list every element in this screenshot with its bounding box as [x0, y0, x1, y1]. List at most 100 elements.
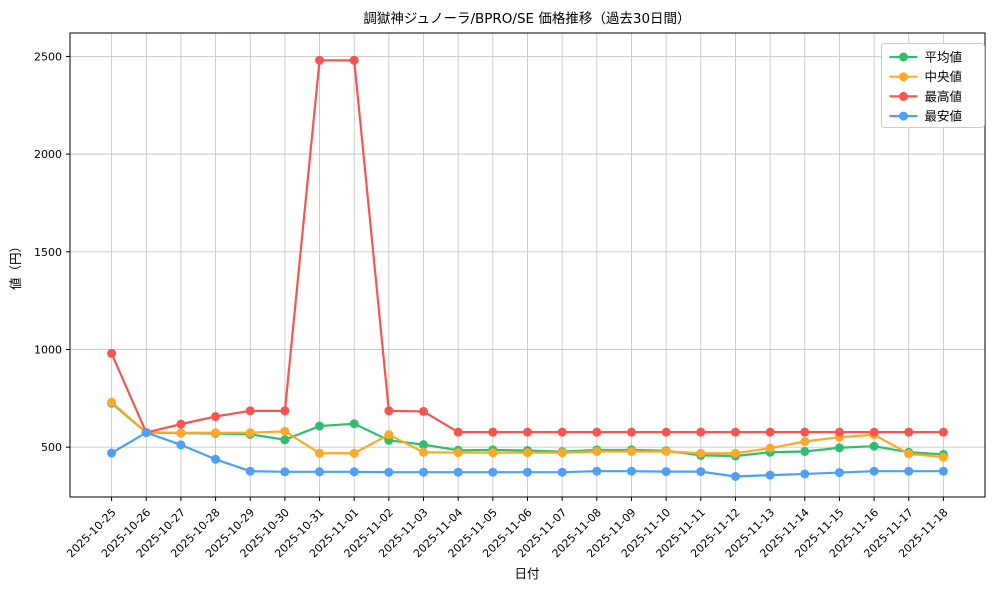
chart-title: 調獄神ジュノーラ/BPRO/SE 価格推移（過去30日間） — [363, 11, 690, 27]
data-point-中央値 — [626, 446, 636, 456]
data-point-最高値 — [419, 406, 429, 416]
data-point-最高値 — [280, 406, 290, 416]
data-point-中央値 — [765, 443, 775, 453]
data-point-最安値 — [349, 467, 359, 477]
data-point-最安値 — [557, 467, 567, 477]
data-point-平均値 — [419, 440, 429, 450]
legend-box — [881, 43, 985, 128]
y-tick-label: 2000 — [34, 148, 62, 161]
data-point-中央値 — [557, 448, 567, 458]
legend-marker — [899, 111, 908, 121]
data-point-最高値 — [869, 427, 879, 437]
data-point-最安値 — [176, 440, 186, 450]
data-point-中央値 — [315, 448, 325, 458]
data-point-最安値 — [869, 466, 879, 476]
y-tick-label: 2500 — [34, 50, 62, 63]
data-point-最高値 — [488, 427, 498, 437]
y-tick-labels: 500 1000 1500 2000 2500 — [34, 50, 62, 454]
data-point-中央値 — [419, 447, 429, 457]
data-point-最安値 — [245, 466, 255, 476]
data-point-中央値 — [661, 446, 671, 456]
data-series — [107, 55, 948, 481]
data-point-平均値 — [349, 419, 359, 429]
data-point-最安値 — [730, 471, 740, 481]
data-point-中央値 — [488, 448, 498, 458]
x-tick-labels: 2025-10-252025-10-262025-10-272025-10-28… — [64, 506, 950, 560]
data-point-最安値 — [904, 466, 914, 476]
data-point-中央値 — [904, 449, 914, 459]
legend-marker — [899, 91, 908, 101]
data-point-最安値 — [834, 468, 844, 478]
data-point-中央値 — [696, 448, 706, 458]
data-point-最安値 — [419, 467, 429, 477]
data-point-最安値 — [523, 467, 532, 477]
y-tick-label: 1500 — [34, 246, 62, 259]
data-point-最高値 — [315, 55, 325, 65]
data-point-中央値 — [245, 428, 255, 438]
data-point-最安値 — [453, 467, 463, 477]
data-point-最安値 — [938, 466, 948, 476]
data-point-最安値 — [384, 467, 394, 477]
x-axis-label: 日付 — [514, 566, 539, 581]
data-point-最高値 — [523, 427, 532, 437]
data-point-最高値 — [176, 419, 186, 429]
data-point-中央値 — [384, 430, 394, 440]
data-point-最高値 — [349, 55, 359, 65]
data-point-最高値 — [834, 427, 844, 437]
data-point-最安値 — [107, 448, 117, 458]
legend-label: 最高値 — [925, 89, 963, 104]
axis-ticks — [66, 55, 944, 501]
data-point-平均値 — [800, 446, 810, 456]
data-point-最高値 — [696, 427, 706, 437]
data-point-最高値 — [384, 406, 394, 416]
data-point-最高値 — [107, 348, 117, 358]
data-point-最高値 — [730, 427, 740, 437]
data-point-平均値 — [869, 441, 879, 451]
data-point-中央値 — [349, 448, 359, 458]
data-point-中央値 — [453, 448, 463, 458]
data-point-最高値 — [592, 427, 602, 437]
data-point-最安値 — [765, 470, 775, 480]
data-point-平均値 — [280, 435, 290, 445]
data-point-最高値 — [661, 427, 671, 437]
data-point-中央値 — [800, 437, 810, 447]
grid-lines — [70, 33, 985, 497]
data-point-最安値 — [141, 428, 151, 438]
data-point-平均値 — [834, 443, 844, 453]
data-point-最安値 — [800, 469, 810, 479]
data-point-最安値 — [592, 466, 602, 476]
legend-marker — [899, 72, 908, 82]
data-point-中央値 — [730, 448, 740, 458]
data-point-最高値 — [800, 427, 810, 437]
y-tick-label: 500 — [41, 441, 62, 454]
data-point-中央値 — [107, 397, 117, 407]
data-point-最高値 — [626, 427, 636, 437]
legend-label: 最安値 — [925, 109, 963, 124]
data-point-最安値 — [626, 466, 636, 476]
data-point-最安値 — [696, 467, 706, 477]
legend-label: 中央値 — [925, 69, 963, 84]
legend-label: 平均値 — [925, 50, 963, 65]
data-point-最高値 — [904, 427, 914, 437]
data-point-最安値 — [280, 467, 290, 477]
data-point-最高値 — [765, 427, 775, 437]
data-point-中央値 — [938, 452, 948, 462]
data-point-最安値 — [661, 467, 671, 477]
data-point-中央値 — [592, 446, 602, 456]
data-point-最高値 — [453, 427, 463, 437]
data-point-最安値 — [315, 467, 325, 477]
legend-marker — [899, 52, 908, 62]
data-point-最高値 — [211, 412, 221, 422]
data-point-最安値 — [211, 454, 221, 464]
y-axis-label: 値（円） — [8, 240, 23, 290]
data-point-最安値 — [488, 467, 498, 477]
y-tick-label: 1000 — [34, 343, 62, 356]
data-point-中央値 — [280, 426, 290, 436]
data-point-中央値 — [176, 428, 186, 438]
data-point-中央値 — [211, 428, 221, 438]
data-point-平均値 — [315, 421, 325, 431]
data-point-最高値 — [245, 406, 255, 416]
